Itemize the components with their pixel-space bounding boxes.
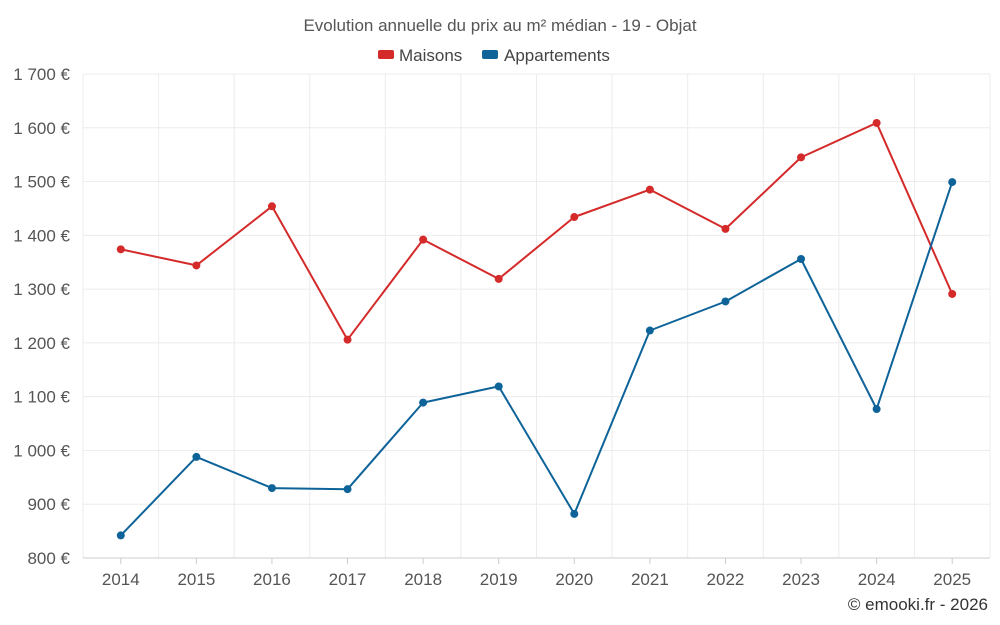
y-tick-label: 1 000 € (13, 441, 70, 460)
data-point-appartements (721, 297, 730, 306)
y-tick-label: 1 200 € (13, 334, 70, 353)
x-tick-label: 2016 (253, 570, 291, 589)
data-point-maisons (343, 335, 352, 344)
y-tick-label: 1 600 € (13, 119, 70, 138)
data-point-maisons (192, 261, 201, 270)
data-point-maisons (267, 202, 276, 211)
x-tick-label: 2018 (404, 570, 442, 589)
data-point-appartements (343, 485, 352, 494)
data-point-appartements (116, 531, 125, 540)
y-tick-label: 1 400 € (13, 226, 70, 245)
legend-swatch-appartements (482, 50, 498, 59)
data-point-appartements (267, 484, 276, 493)
x-tick-label: 2015 (177, 570, 215, 589)
data-point-appartements (948, 178, 957, 187)
x-tick-label: 2022 (707, 570, 745, 589)
y-tick-label: 1 300 € (13, 280, 70, 299)
x-tick-label: 2020 (555, 570, 593, 589)
x-tick-label: 2019 (480, 570, 518, 589)
y-tick-label: 800 € (27, 549, 70, 568)
x-tick-label: 2025 (933, 570, 971, 589)
legend-item-appartements: Appartements (504, 46, 610, 65)
data-point-appartements (645, 326, 654, 335)
data-point-maisons (116, 245, 125, 254)
grid-lines (82, 73, 991, 559)
data-point-appartements (192, 452, 201, 461)
x-axis: 2014 2015 2016 2017 2018 2019 2020 2021 2022 2023… (83, 557, 990, 589)
data-point-appartements (797, 254, 806, 263)
chart-title: Evolution annuelle du prix au m² médian … (303, 16, 696, 35)
data-point-maisons (948, 289, 957, 298)
data-point-appartements (419, 398, 428, 407)
credit-text: © emooki.fr - 2026 (848, 595, 988, 614)
legend-swatch-maisons (378, 50, 394, 59)
x-tick-label: 2014 (102, 570, 140, 589)
data-point-appartements (872, 405, 881, 414)
series-line-appartements (120, 181, 954, 537)
series-group (116, 118, 957, 540)
data-point-maisons (570, 213, 579, 222)
data-point-appartements (494, 382, 503, 391)
legend: Maisons Appartements (378, 46, 610, 65)
data-point-maisons (721, 224, 730, 233)
data-point-appartements (570, 509, 579, 518)
legend-item-maisons: Maisons (399, 46, 462, 65)
data-point-maisons (645, 185, 654, 194)
y-tick-label: 1 100 € (13, 388, 70, 407)
x-tick-label: 2021 (631, 570, 669, 589)
y-axis: 800 € 900 € 1 000 € 1 100 € 1 200 € 1 300 € 1 … (13, 65, 70, 568)
data-point-maisons (419, 235, 428, 244)
data-point-maisons (872, 118, 881, 127)
x-tick-label: 2017 (329, 570, 367, 589)
x-tick-label: 2023 (782, 570, 820, 589)
data-point-maisons (797, 153, 806, 162)
y-tick-label: 1 500 € (13, 173, 70, 192)
data-point-maisons (494, 274, 503, 283)
y-tick-label: 1 700 € (13, 65, 70, 84)
y-tick-label: 900 € (27, 495, 70, 514)
series-line-maisons (120, 121, 954, 341)
x-tick-label: 2024 (858, 570, 896, 589)
